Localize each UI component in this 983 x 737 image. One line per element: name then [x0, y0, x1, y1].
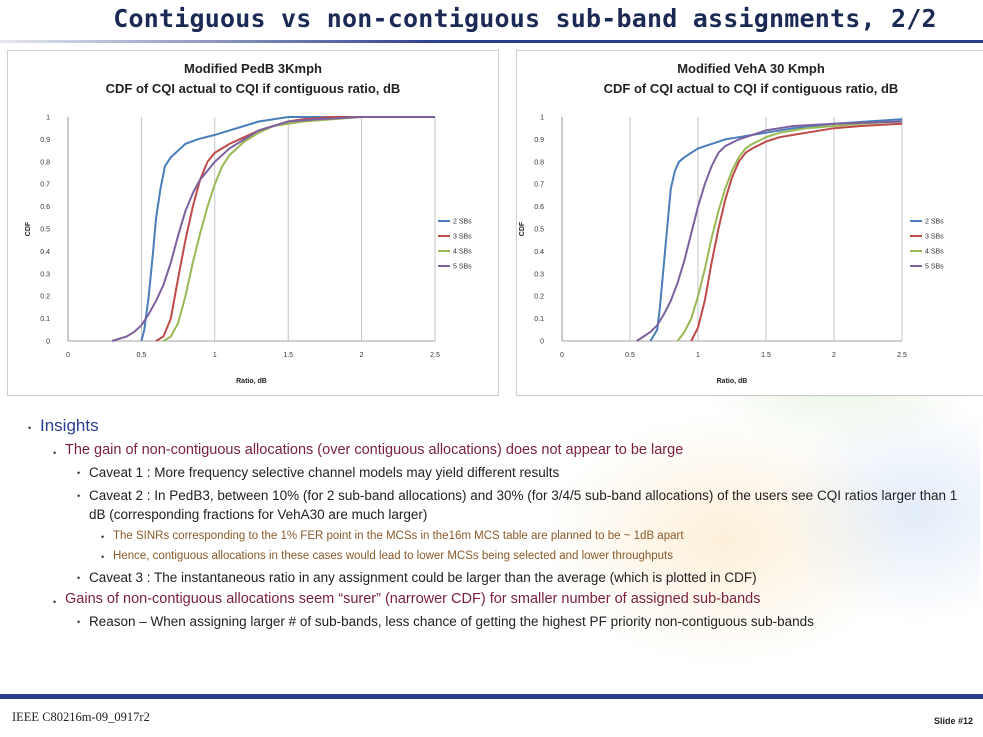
- legend-label: 5 SBs: [453, 264, 472, 271]
- bullet-dot: •: [28, 423, 32, 433]
- x-tick-label: 1: [696, 352, 700, 359]
- chart-subtitle: CDF of CQI actual to CQI if contiguous r…: [106, 81, 401, 96]
- y-tick-label: 1: [540, 115, 544, 122]
- series-line: [690, 122, 903, 342]
- caveat-1-text: Caveat 1 : More frequency selective chan…: [89, 465, 560, 480]
- y-tick-label: 0.3: [40, 271, 50, 278]
- caveat-3-text: Caveat 3 : The instantaneous ratio in an…: [89, 570, 757, 585]
- y-tick-label: 0.5: [534, 227, 544, 234]
- x-tick-label: 0: [560, 352, 564, 359]
- chart-veha-svg: Modified VehA 30 Kmph CDF of CQI actual t…: [519, 61, 944, 385]
- bullet-dot: •: [101, 532, 105, 542]
- legend-label: 3 SBs: [453, 234, 472, 241]
- insight-point-1: • The gain of non-contiguous allocations…: [28, 442, 968, 458]
- x-axis-label: Ratio, dB: [236, 378, 267, 385]
- caveat-2-sub-2-text: Hence, contiguous allocations in these c…: [113, 550, 673, 562]
- y-tick-label: 0.7: [40, 182, 50, 189]
- y-axis-label: CDF: [25, 221, 32, 236]
- bullet-dot: •: [53, 448, 57, 458]
- y-tick-label: 0.2: [40, 294, 50, 301]
- y-tick-label: 0.4: [40, 249, 50, 256]
- legend-label: 5 SBs: [925, 264, 944, 271]
- bullet-dot: •: [77, 573, 81, 583]
- y-tick-label: 0.1: [534, 316, 544, 323]
- chart-subtitle: CDF of CQI actual to CQI if contiguous r…: [604, 81, 899, 96]
- y-axis-label: CDF: [519, 221, 526, 236]
- chart-pedb: Modified PedB 3Kmph CDF of CQI actual to …: [7, 50, 499, 396]
- x-tick-label: 0: [66, 352, 70, 359]
- y-tick-label: 0.9: [534, 137, 544, 144]
- reason-text: Reason – When assigning larger # of sub-…: [89, 614, 814, 629]
- y-tick-label: 0.3: [534, 271, 544, 278]
- y-tick-label: 0.2: [534, 294, 544, 301]
- chart-pedb-svg: Modified PedB 3Kmph CDF of CQI actual to …: [25, 61, 472, 385]
- series-line: [155, 116, 435, 342]
- legend-label: 3 SBs: [925, 234, 944, 241]
- series-line: [162, 116, 435, 342]
- x-tick-label: 1: [213, 352, 217, 359]
- legend-label: 2 SBs: [453, 219, 472, 226]
- insight-point-1-text: The gain of non-contiguous allocations (…: [65, 442, 684, 458]
- bullet-dot: •: [77, 617, 81, 627]
- page-title: Contiguous vs non-contiguous sub-band as…: [113, 4, 937, 33]
- x-tick-label: 1.5: [283, 352, 293, 359]
- title-rule: [0, 40, 983, 43]
- caveat-2-text: Caveat 2 : In PedB3, between 10% (for 2 …: [89, 488, 958, 522]
- insight-point-2: • Gains of non-contiguous allocations se…: [28, 591, 968, 607]
- caveat-3: • Caveat 3 : The instantaneous ratio in …: [28, 568, 968, 587]
- legend-label: 2 SBs: [925, 219, 944, 226]
- slide-number: Slide #12: [933, 716, 973, 726]
- x-tick-label: 0.5: [137, 352, 147, 359]
- caveat-2-sub-1-text: The SINRs corresponding to the 1% FER po…: [113, 530, 684, 542]
- insights-heading: • Insights: [28, 416, 968, 436]
- x-tick-label: 2.5: [897, 352, 907, 359]
- x-axis-label: Ratio, dB: [717, 378, 748, 385]
- insights-list: • Insights • The gain of non-contiguous …: [28, 416, 968, 635]
- x-tick-label: 2.5: [430, 352, 440, 359]
- y-tick-label: 0.8: [40, 159, 50, 166]
- y-tick-label: 0.6: [534, 204, 544, 211]
- series-line: [111, 116, 435, 342]
- y-tick-label: 0.4: [534, 249, 544, 256]
- caveat-1: • Caveat 1 : More frequency selective ch…: [28, 463, 968, 482]
- bullet-dot: •: [77, 491, 81, 501]
- y-tick-label: 0.7: [534, 182, 544, 189]
- caveat-2-sub-2: • Hence, contiguous allocations in these…: [28, 548, 968, 564]
- y-tick-label: 0.6: [40, 204, 50, 211]
- y-tick-label: 0.1: [40, 316, 50, 323]
- y-tick-label: 0: [46, 339, 50, 346]
- series-line: [649, 118, 903, 342]
- reason: • Reason – When assigning larger # of su…: [28, 612, 968, 631]
- insights-heading-text: Insights: [40, 416, 99, 435]
- footer-doc-id: IEEE C80216m-09_0917r2: [12, 710, 150, 724]
- x-tick-label: 2: [360, 352, 364, 359]
- y-tick-label: 0: [540, 339, 544, 346]
- bullet-dot: •: [101, 552, 105, 562]
- series-line: [676, 120, 903, 342]
- x-tick-label: 0.5: [625, 352, 635, 359]
- x-tick-label: 2: [832, 352, 836, 359]
- series-line: [636, 120, 903, 342]
- series-line: [140, 116, 435, 342]
- chart-title: Modified PedB 3Kmph: [184, 61, 322, 76]
- bullet-dot: •: [53, 597, 57, 607]
- y-tick-label: 1: [46, 115, 50, 122]
- y-tick-label: 0.9: [40, 137, 50, 144]
- insight-point-2-text: Gains of non-contiguous allocations seem…: [65, 591, 761, 607]
- footer-bar: [0, 694, 983, 699]
- bullet-dot: •: [77, 468, 81, 478]
- legend-label: 4 SBs: [453, 249, 472, 256]
- y-tick-label: 0.5: [40, 227, 50, 234]
- caveat-2: • Caveat 2 : In PedB3, between 10% (for …: [28, 486, 968, 524]
- chart-veha: Modified VehA 30 Kmph CDF of CQI actual t…: [516, 50, 983, 396]
- caveat-2-sub-1: • The SINRs corresponding to the 1% FER …: [28, 528, 968, 544]
- chart-title: Modified VehA 30 Kmph: [677, 61, 825, 76]
- legend-label: 4 SBs: [925, 249, 944, 256]
- x-tick-label: 1.5: [761, 352, 771, 359]
- y-tick-label: 0.8: [534, 159, 544, 166]
